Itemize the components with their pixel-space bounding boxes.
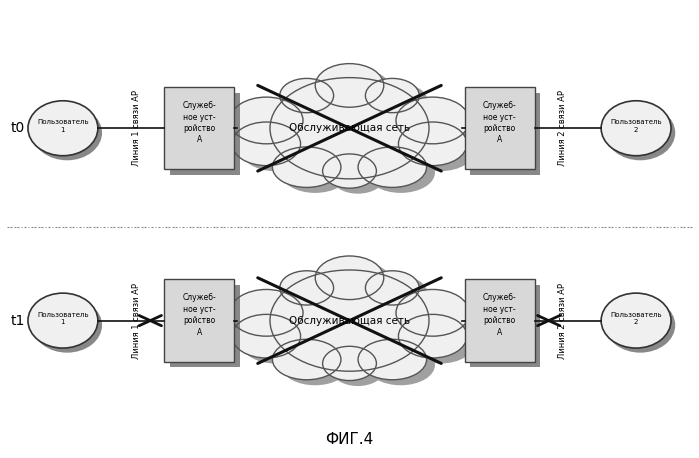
Ellipse shape (315, 256, 384, 300)
Text: Обслуживающая сеть: Обслуживающая сеть (289, 316, 410, 326)
FancyBboxPatch shape (470, 285, 540, 367)
Text: Пользователь
1: Пользователь 1 (37, 311, 89, 325)
FancyBboxPatch shape (170, 93, 240, 175)
Ellipse shape (238, 295, 311, 342)
Text: Линия 2 связи АР: Линия 2 связи АР (559, 90, 567, 166)
FancyBboxPatch shape (465, 279, 535, 362)
Ellipse shape (324, 69, 392, 113)
Ellipse shape (374, 84, 428, 118)
Ellipse shape (278, 83, 438, 185)
Ellipse shape (398, 122, 467, 166)
FancyBboxPatch shape (170, 285, 240, 367)
Ellipse shape (281, 345, 350, 385)
Ellipse shape (331, 159, 384, 194)
Ellipse shape (407, 127, 475, 171)
Text: Обслуживающая сеть: Обслуживающая сеть (289, 123, 410, 133)
Text: Линия 1 связи АР: Линия 1 связи АР (132, 283, 140, 359)
Text: Служеб-
ное уст-
ройство
А: Служеб- ное уст- ройство А (483, 101, 517, 144)
Ellipse shape (601, 101, 671, 156)
Ellipse shape (240, 127, 309, 171)
Ellipse shape (32, 105, 102, 160)
Ellipse shape (238, 103, 311, 149)
Ellipse shape (374, 276, 428, 311)
Ellipse shape (366, 271, 419, 305)
Ellipse shape (278, 276, 438, 376)
Ellipse shape (323, 346, 376, 381)
Ellipse shape (270, 77, 429, 179)
Ellipse shape (280, 78, 333, 113)
FancyBboxPatch shape (465, 87, 535, 169)
Text: Пользователь
2: Пользователь 2 (610, 119, 662, 133)
Ellipse shape (396, 289, 470, 336)
Text: t0: t0 (10, 121, 24, 135)
Ellipse shape (229, 97, 303, 144)
Ellipse shape (366, 153, 435, 193)
FancyBboxPatch shape (164, 87, 234, 169)
Ellipse shape (396, 97, 470, 144)
Ellipse shape (273, 147, 341, 187)
Text: Пользователь
2: Пользователь 2 (610, 311, 662, 325)
Ellipse shape (605, 105, 675, 160)
Ellipse shape (232, 122, 301, 166)
Ellipse shape (407, 320, 475, 364)
Ellipse shape (601, 293, 671, 348)
Ellipse shape (28, 293, 98, 348)
Ellipse shape (232, 314, 301, 358)
Ellipse shape (324, 262, 392, 305)
Ellipse shape (273, 339, 341, 380)
Ellipse shape (280, 271, 333, 305)
Text: Служеб-
ное уст-
ройство
А: Служеб- ное уст- ройство А (182, 294, 216, 337)
FancyBboxPatch shape (470, 93, 540, 175)
Ellipse shape (605, 298, 675, 353)
Ellipse shape (32, 298, 102, 353)
Text: Линия 1 связи АР: Линия 1 связи АР (132, 90, 140, 166)
Text: Служеб-
ное уст-
ройство
А: Служеб- ное уст- ройство А (182, 101, 216, 144)
Text: Служеб-
ное уст-
ройство
А: Служеб- ное уст- ройство А (483, 294, 517, 337)
Text: ФИГ.4: ФИГ.4 (325, 432, 374, 447)
Ellipse shape (404, 103, 478, 149)
Ellipse shape (288, 276, 342, 311)
Text: t1: t1 (10, 314, 24, 327)
FancyBboxPatch shape (164, 279, 234, 362)
Ellipse shape (288, 84, 342, 118)
Ellipse shape (331, 352, 384, 386)
Ellipse shape (270, 270, 429, 371)
Ellipse shape (358, 339, 426, 380)
Ellipse shape (366, 78, 419, 113)
Ellipse shape (366, 345, 435, 385)
Text: Линия 2 связи АР: Линия 2 связи АР (559, 283, 567, 359)
Ellipse shape (240, 320, 309, 364)
Ellipse shape (323, 154, 376, 188)
Ellipse shape (315, 64, 384, 107)
Text: Пользователь
1: Пользователь 1 (37, 119, 89, 133)
Ellipse shape (28, 101, 98, 156)
Ellipse shape (358, 147, 426, 187)
Ellipse shape (229, 289, 303, 336)
Ellipse shape (398, 314, 467, 358)
Ellipse shape (404, 295, 478, 342)
Ellipse shape (281, 153, 350, 193)
